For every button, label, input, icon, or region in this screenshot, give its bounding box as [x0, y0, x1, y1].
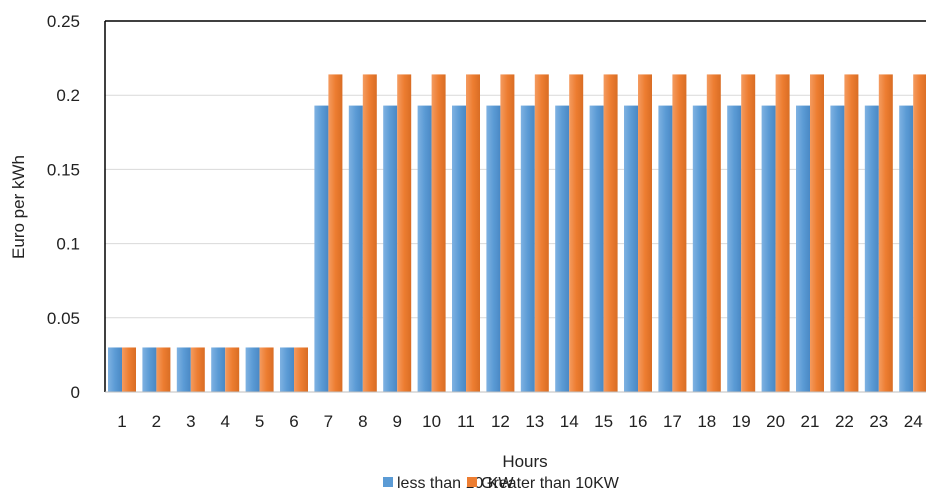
x-tick-label: 5 [255, 412, 264, 431]
bar-s0-hour-19 [727, 105, 742, 392]
x-tick-label: 2 [152, 412, 161, 431]
x-tick-label: 18 [697, 412, 716, 431]
legend-swatch [467, 477, 477, 487]
bar-s0-hour-16 [624, 105, 638, 392]
bar-s1-hour-24 [913, 74, 926, 392]
bar-s1-hour-9 [397, 74, 412, 392]
bar-s1-hour-14 [569, 74, 584, 392]
x-tick-label: 9 [392, 412, 401, 431]
bar-s0-hour-23 [864, 105, 879, 392]
bar-s0-hour-8 [348, 105, 363, 392]
bar-s0-hour-17 [658, 105, 673, 392]
bar-s1-hour-5 [259, 347, 274, 392]
x-tick-label: 23 [869, 412, 888, 431]
x-tick-labels: 1 2 3 4 5 6 7 8 9 10 11 12 13 14 15 16 17 18 19 20 21 22 23 24 [117, 412, 922, 431]
x-tick-label: 16 [629, 412, 648, 431]
bar-s0-hour-15 [589, 105, 604, 392]
bar-s1-hour-2 [156, 347, 171, 392]
bar-s1-hour-11 [466, 74, 480, 392]
bar-s1-hour-6 [294, 347, 308, 392]
bar-s1-hour-10 [431, 74, 446, 392]
y-tick-label: 0 [71, 383, 80, 402]
bar-s0-hour-21 [796, 105, 810, 392]
axes [104, 20, 926, 393]
bar-s1-hour-8 [362, 74, 377, 392]
y-tick-label: 0.2 [56, 86, 80, 105]
x-tick-label: 11 [457, 412, 475, 431]
y-tick-label: 0.25 [47, 12, 80, 31]
x-tick-label: 22 [835, 412, 854, 431]
x-tick-label: 12 [491, 412, 510, 431]
x-axis-title: Hours [502, 452, 547, 471]
x-tick-label: 3 [186, 412, 195, 431]
legend-label: Greater than 10KW [481, 475, 620, 492]
x-tick-label: 19 [732, 412, 751, 431]
x-tick-label: 20 [766, 412, 785, 431]
bar-s1-hour-23 [878, 74, 893, 392]
x-tick-label: 14 [560, 412, 579, 431]
bar-s1-hour-19 [741, 74, 756, 392]
bar-s0-hour-20 [761, 105, 776, 392]
bar-s1-hour-21 [810, 74, 824, 392]
bar-s0-hour-7 [314, 105, 329, 392]
y-tick-label: 0.1 [56, 235, 80, 254]
bar-s0-hour-24 [899, 105, 914, 392]
x-tick-label: 6 [289, 412, 298, 431]
bar-s1-hour-18 [706, 74, 721, 392]
y-tick-label: 0.05 [47, 309, 80, 328]
x-tick-label: 8 [358, 412, 367, 431]
x-tick-label: 15 [594, 412, 613, 431]
bar-s1-hour-17 [672, 74, 687, 392]
x-tick-label: 24 [904, 412, 923, 431]
bar-s0-hour-3 [176, 347, 191, 392]
legend-swatch [383, 477, 393, 487]
bar-s1-hour-12 [500, 74, 515, 392]
bar-s0-hour-2 [142, 347, 157, 392]
bar-s1-hour-4 [225, 347, 240, 392]
bar-s0-hour-1 [108, 347, 122, 392]
x-tick-label: 7 [324, 412, 333, 431]
bar-s0-hour-9 [383, 105, 398, 392]
bar-s1-hour-15 [603, 74, 618, 392]
bar-s0-hour-6 [280, 347, 294, 392]
x-tick-label: 13 [525, 412, 544, 431]
bar-s1-hour-7 [328, 74, 343, 392]
bar-s1-hour-3 [190, 347, 205, 392]
bar-s0-hour-22 [830, 105, 845, 392]
bar-s1-hour-22 [844, 74, 859, 392]
bar-s1-hour-13 [534, 74, 549, 392]
bar-s0-hour-10 [417, 105, 432, 392]
x-tick-label: 4 [220, 412, 229, 431]
legend-label: less than 10 KW [397, 475, 514, 492]
bar-s1-hour-16 [638, 74, 652, 392]
bar-s0-hour-13 [520, 105, 535, 392]
y-tick-label: 0.15 [47, 160, 80, 179]
x-tick-label: 10 [422, 412, 441, 431]
bar-s0-hour-11 [452, 105, 466, 392]
bar-s0-hour-18 [692, 105, 707, 392]
bar-s1-hour-20 [775, 74, 790, 392]
bar-s1-hour-1 [122, 347, 136, 392]
x-tick-label: 21 [801, 412, 820, 431]
bar-s0-hour-14 [555, 105, 570, 392]
y-axis-title: Euro per kWh [9, 155, 28, 259]
bar-s0-hour-12 [486, 105, 501, 392]
x-tick-label: 1 [117, 412, 126, 431]
y-tick-labels: 0 0.05 0.1 0.15 0.2 0.25 [47, 12, 80, 402]
bars [108, 74, 926, 392]
bar-s0-hour-5 [245, 347, 260, 392]
bar-s0-hour-4 [211, 347, 226, 392]
x-tick-label: 17 [663, 412, 682, 431]
